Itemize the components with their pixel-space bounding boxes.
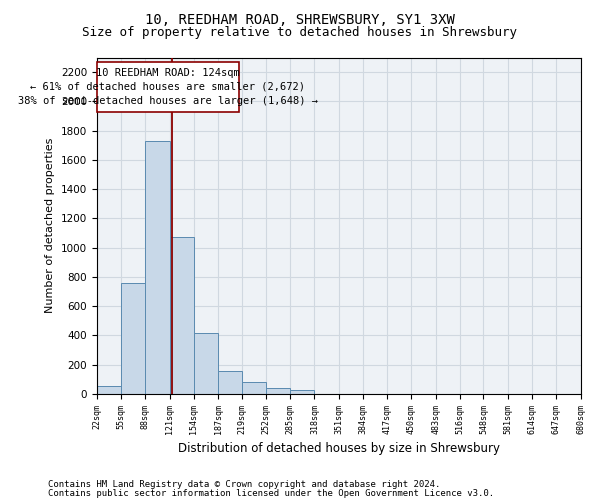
Bar [145, 141, 170, 394]
Bar [290, 390, 314, 394]
Bar [97, 386, 121, 394]
Bar [242, 382, 266, 394]
Bar [266, 388, 290, 394]
Bar [170, 238, 194, 394]
FancyBboxPatch shape [97, 62, 239, 112]
Text: 10, REEDHAM ROAD, SHREWSBURY, SY1 3XW: 10, REEDHAM ROAD, SHREWSBURY, SY1 3XW [145, 12, 455, 26]
Text: Contains HM Land Registry data © Crown copyright and database right 2024.: Contains HM Land Registry data © Crown c… [48, 480, 440, 489]
Text: Contains public sector information licensed under the Open Government Licence v3: Contains public sector information licen… [48, 489, 494, 498]
Bar [218, 372, 242, 394]
Bar [194, 333, 218, 394]
Text: Size of property relative to detached houses in Shrewsbury: Size of property relative to detached ho… [83, 26, 517, 39]
X-axis label: Distribution of detached houses by size in Shrewsbury: Distribution of detached houses by size … [178, 442, 500, 455]
Y-axis label: Number of detached properties: Number of detached properties [45, 138, 55, 314]
Bar [121, 283, 145, 394]
Text: 10 REEDHAM ROAD: 124sqm
← 61% of detached houses are smaller (2,672)
38% of semi: 10 REEDHAM ROAD: 124sqm ← 61% of detache… [18, 68, 318, 106]
